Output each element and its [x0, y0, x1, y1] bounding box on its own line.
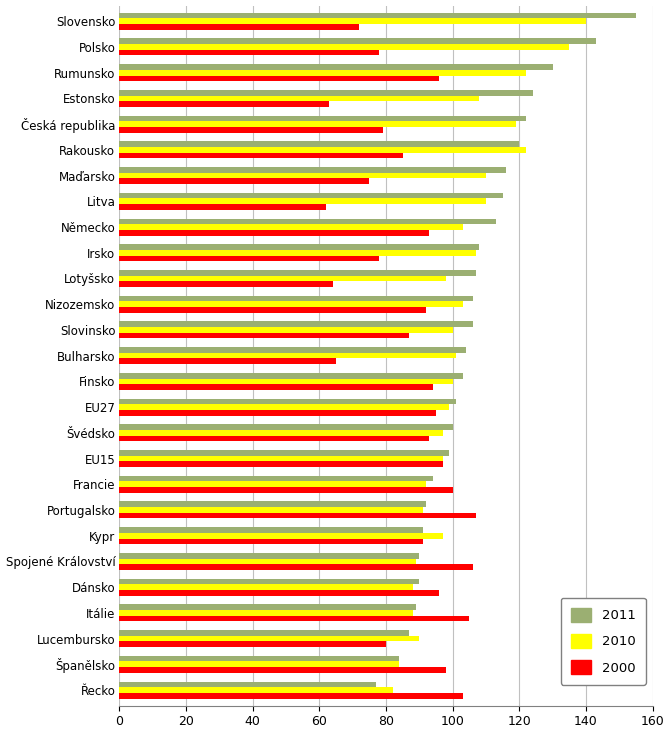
Bar	[119, 255, 379, 261]
Bar	[119, 178, 369, 184]
Bar	[119, 167, 506, 172]
Bar	[119, 450, 450, 456]
Bar	[119, 616, 469, 622]
Bar	[119, 302, 463, 307]
Bar	[119, 482, 426, 487]
Bar	[119, 410, 436, 415]
Bar	[119, 127, 383, 133]
Bar	[119, 121, 516, 127]
Bar	[119, 353, 456, 358]
Bar	[119, 379, 453, 384]
Bar	[119, 436, 429, 441]
Bar	[119, 507, 423, 513]
Bar	[119, 76, 440, 81]
Bar	[119, 399, 456, 404]
Bar	[119, 347, 466, 353]
Bar	[119, 90, 533, 95]
Bar	[119, 230, 429, 236]
Bar	[119, 513, 476, 518]
Bar	[119, 95, 479, 101]
Bar	[119, 682, 376, 687]
Bar	[119, 462, 443, 467]
Bar	[119, 18, 586, 24]
Bar	[119, 636, 419, 642]
Bar	[119, 50, 379, 56]
Bar	[119, 590, 440, 595]
Bar	[119, 244, 479, 250]
Bar	[119, 527, 423, 533]
Bar	[119, 219, 496, 224]
Bar	[119, 384, 433, 390]
Bar	[119, 667, 446, 673]
Bar	[119, 276, 446, 281]
Bar	[119, 661, 399, 667]
Bar	[119, 101, 330, 107]
Bar	[119, 281, 333, 287]
Bar	[119, 553, 419, 559]
Bar	[119, 296, 472, 302]
Bar	[119, 198, 486, 204]
Bar	[119, 116, 526, 121]
Bar	[119, 487, 453, 493]
Bar	[119, 578, 419, 584]
Bar	[119, 655, 399, 661]
Bar	[119, 153, 403, 159]
Bar	[119, 533, 443, 539]
Bar	[119, 642, 386, 647]
Bar	[119, 142, 519, 147]
Bar	[119, 610, 413, 616]
Bar	[119, 333, 409, 338]
Legend: 2011, 2010, 2000: 2011, 2010, 2000	[561, 597, 646, 685]
Bar	[119, 327, 453, 333]
Bar	[119, 64, 553, 70]
Bar	[119, 44, 570, 50]
Bar	[119, 193, 503, 198]
Bar	[119, 424, 453, 430]
Bar	[119, 172, 486, 178]
Bar	[119, 204, 326, 210]
Bar	[119, 70, 526, 76]
Bar	[119, 270, 476, 276]
Bar	[119, 456, 443, 462]
Bar	[119, 559, 416, 564]
Bar	[119, 373, 463, 379]
Bar	[119, 687, 393, 693]
Bar	[119, 430, 443, 436]
Bar	[119, 476, 433, 482]
Bar	[119, 307, 426, 313]
Bar	[119, 501, 426, 507]
Bar	[119, 147, 526, 153]
Bar	[119, 38, 596, 44]
Bar	[119, 358, 336, 364]
Bar	[119, 604, 416, 610]
Bar	[119, 24, 359, 30]
Bar	[119, 630, 409, 636]
Bar	[119, 564, 472, 570]
Bar	[119, 250, 476, 255]
Bar	[119, 321, 472, 327]
Bar	[119, 584, 413, 590]
Bar	[119, 12, 636, 18]
Bar	[119, 404, 450, 410]
Bar	[119, 693, 463, 699]
Bar	[119, 539, 423, 544]
Bar	[119, 224, 463, 230]
